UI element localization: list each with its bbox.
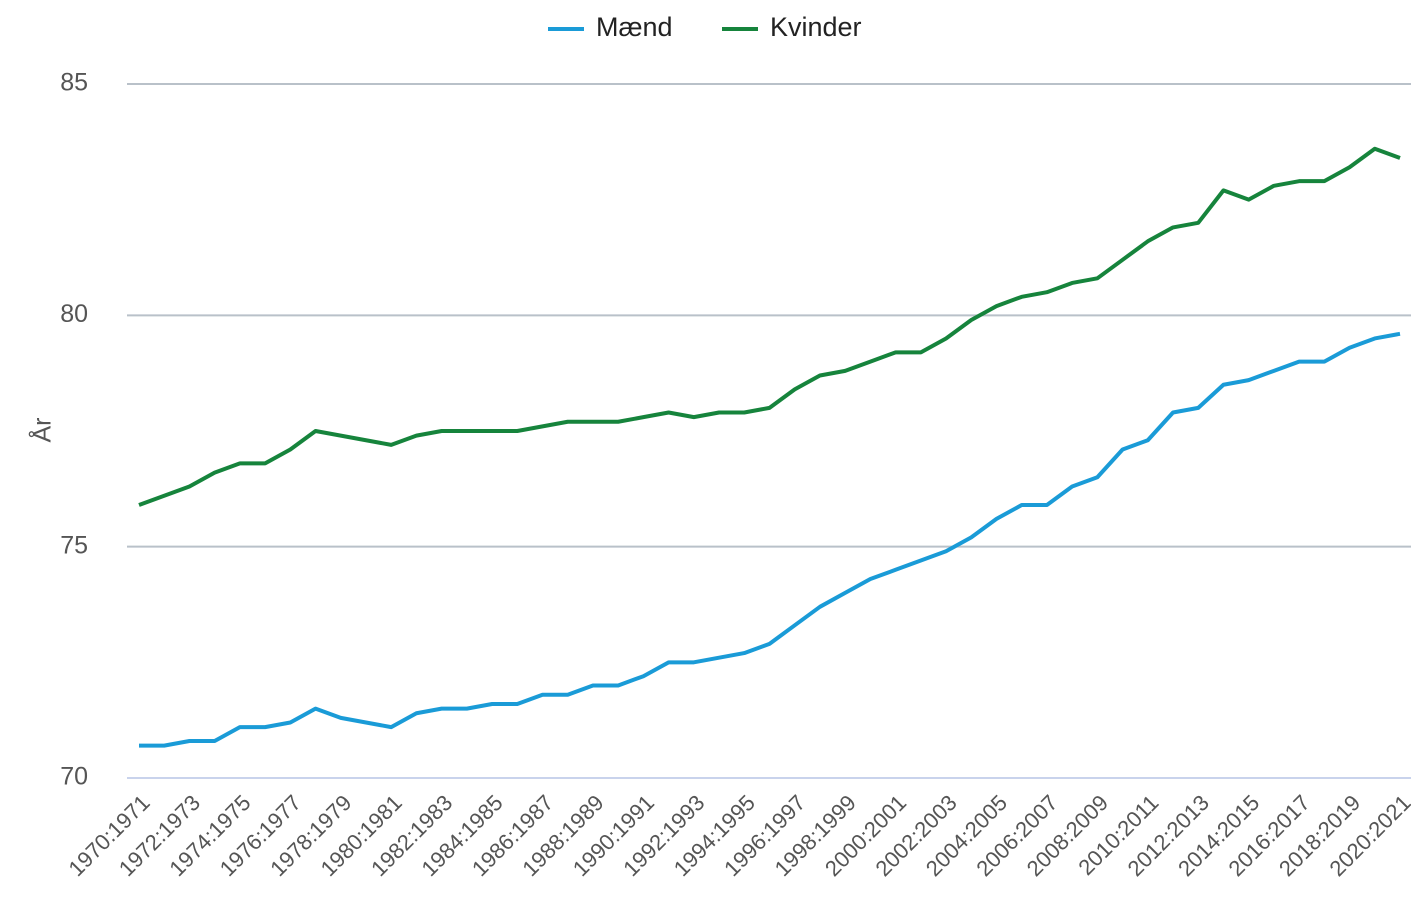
legend-label: Mænd <box>596 12 673 42</box>
y-axis-label: År <box>27 418 57 443</box>
line <box>138 146 1401 507</box>
line <box>139 331 1401 748</box>
y-tick-label: 70 <box>60 763 88 791</box>
y-tick-label: 85 <box>60 69 88 97</box>
legend-label: Kvinder <box>770 12 862 42</box>
y-tick-label: 80 <box>60 300 88 328</box>
y-tick-label: 75 <box>60 531 88 559</box>
